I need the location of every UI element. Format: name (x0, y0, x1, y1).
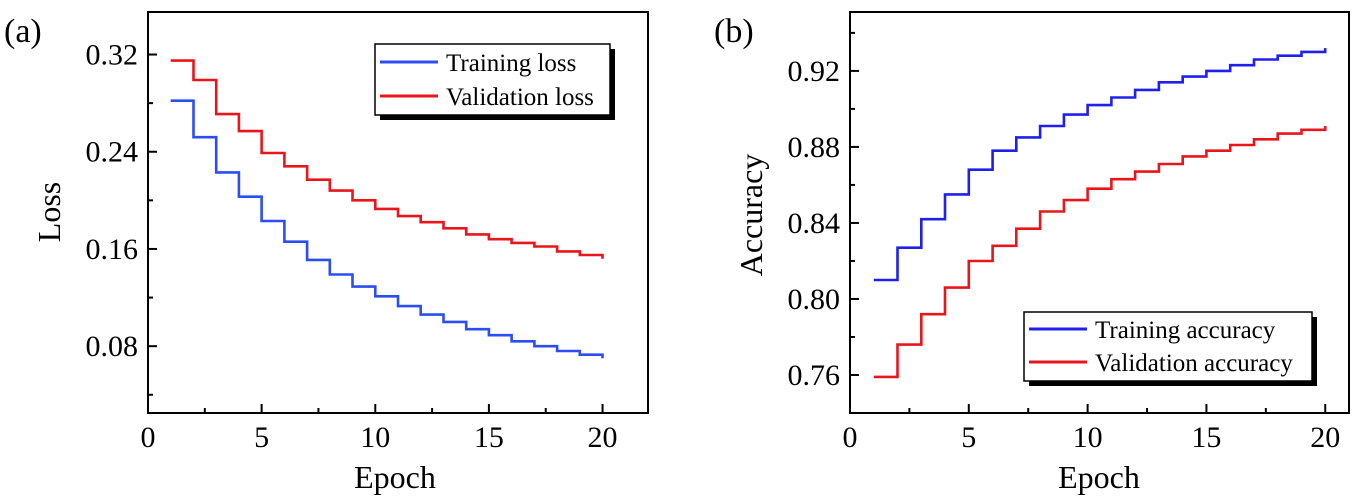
panel-a-x-tick-label: 5 (254, 421, 269, 454)
panel-b-x-tick-label: 0 (843, 421, 858, 454)
panel-a-plot-frame (147, 11, 649, 414)
panel-b-x-tick-label: 10 (1073, 421, 1103, 454)
panel-a-legend-box (374, 43, 611, 116)
panel-b-x-tick-label: 20 (1310, 421, 1340, 454)
panel-b-legend-label-training: Training accuracy (1095, 317, 1276, 344)
panel-b-legend-box (1023, 311, 1313, 382)
panel-b-label: (b) (714, 13, 754, 50)
panel-b-ticks: 0 5 10 15 20 0.76 0.80 0.84 0.88 0.92 (788, 31, 1340, 454)
panel-a-label: (a) (4, 13, 42, 50)
panel-b-plot-frame (849, 11, 1350, 414)
panel-b-series-training-line (873, 48, 1327, 282)
panel-b-series-validation-line (873, 126, 1327, 379)
panel-b-y-tick-label: 0.80 (788, 283, 841, 316)
panel-a-loss-chart: (a) 0 5 10 15 200.080.160.240.32 Epoch Loss … (4, 11, 649, 495)
panel-b-y-tick-label: 0.88 (788, 131, 841, 164)
panel-a-y-tick-label: 0.32 (86, 39, 139, 72)
panel-a-x-axis-title: Epoch (354, 459, 436, 495)
panel-b-y-tick-label: 0.84 (788, 207, 841, 240)
panel-b-y-axis-title: Accuracy (733, 154, 769, 277)
panel-a-x-tick-label: 20 (588, 421, 618, 454)
panel-a-y-tick-label: 0.24 (86, 136, 139, 169)
panel-a-x-tick-label: 10 (360, 421, 390, 454)
panel-a-y-tick-label: 0.16 (86, 233, 139, 266)
panel-b-legend: Training accuracy Validation accuracy (1023, 311, 1317, 386)
panel-b-x-axis-title: Epoch (1058, 459, 1140, 495)
panel-a-legend-label-validation: Validation loss (446, 84, 594, 111)
panel-b-y-tick-label: 0.92 (788, 55, 841, 88)
panel-b-series-layer (873, 48, 1327, 379)
panel-b-legend-label-validation: Validation accuracy (1095, 350, 1293, 377)
panel-a-legend-label-training: Training loss (446, 50, 576, 77)
panel-a-legend: Training loss Validation loss (374, 43, 615, 120)
panel-a-series-validation-line (170, 59, 604, 259)
panel-a-series-layer (170, 59, 604, 359)
panel-a-y-tick-label: 0.08 (86, 330, 139, 363)
panel-b-x-tick-label: 5 (961, 421, 976, 454)
panel-b-x-tick-label: 15 (1191, 421, 1221, 454)
panel-a-y-axis-title: Loss (31, 182, 67, 242)
panel-b-accuracy-chart: (b) 0 5 10 15 20 0.76 0.80 0.84 0.88 0.92 Epoch A… (714, 11, 1350, 495)
panel-a-series-training-line (170, 99, 604, 359)
panel-b-y-tick-label: 0.76 (788, 359, 841, 392)
panel-a-x-tick-label: 0 (141, 421, 156, 454)
panel-a-ticks: 0 5 10 15 20 0.08 0.16 0.24 0.32 (86, 39, 618, 454)
panel-a-x-tick-label: 15 (474, 421, 504, 454)
